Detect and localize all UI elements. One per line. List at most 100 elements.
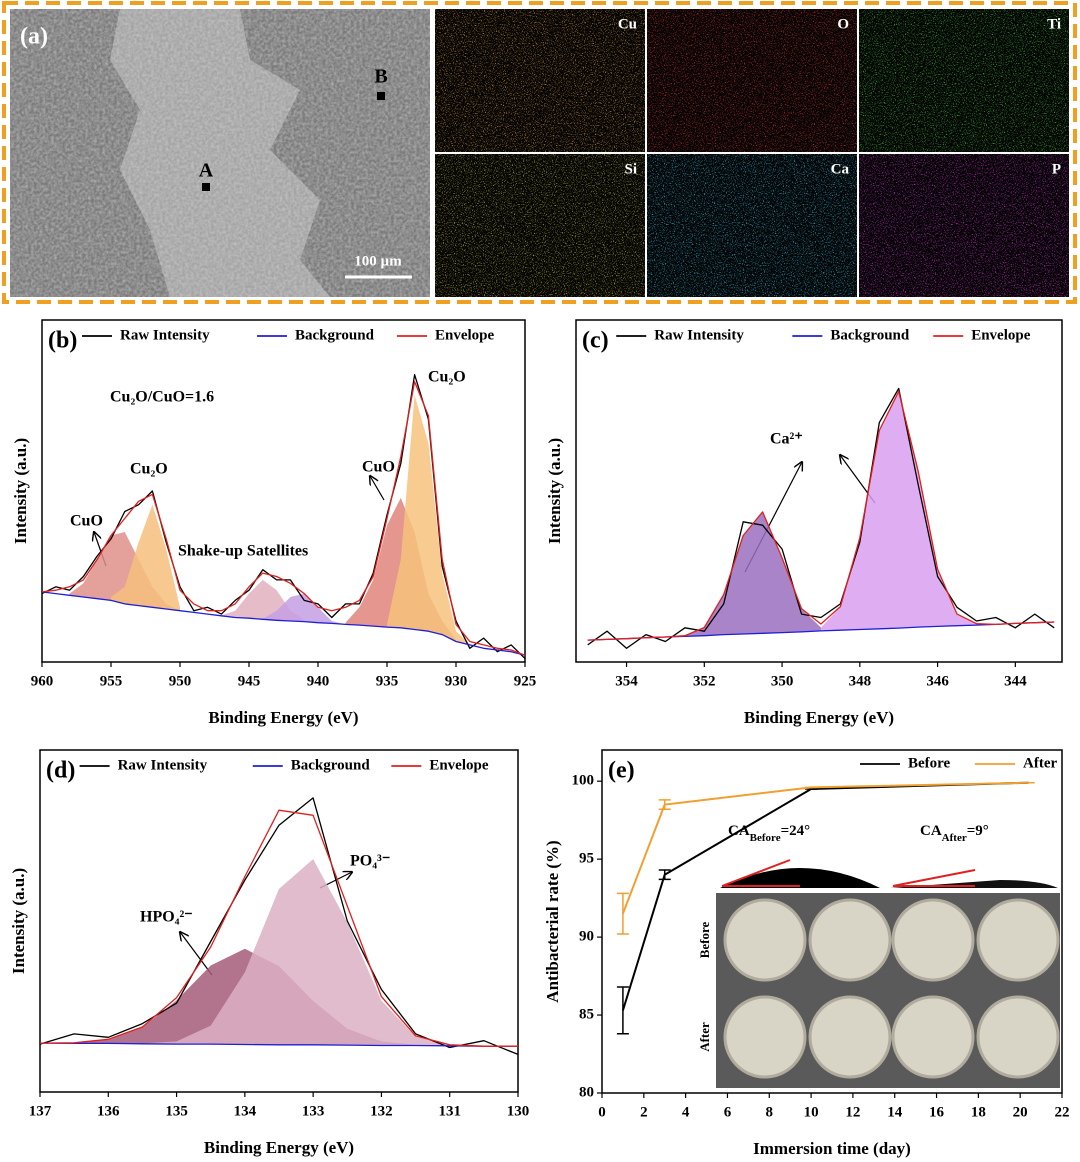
y-tick-label: 80 xyxy=(579,1084,594,1100)
petri-dish xyxy=(891,995,975,1079)
legend-label: Envelope xyxy=(435,327,495,343)
peak-area xyxy=(262,593,346,625)
map-signal xyxy=(435,154,645,297)
petri-dish xyxy=(808,898,892,982)
x-tick-label: 344 xyxy=(1004,673,1027,689)
peak-area xyxy=(684,511,821,637)
x-tick-label: 133 xyxy=(302,1103,325,1119)
x-tick-label: 130 xyxy=(507,1103,530,1119)
x-tick-label: 348 xyxy=(849,673,872,689)
annotation: CuO xyxy=(362,459,395,476)
series-line xyxy=(41,380,526,656)
x-tick-label: 14 xyxy=(887,1104,903,1120)
x-tick-label: 945 xyxy=(238,673,261,689)
map-signal xyxy=(647,9,857,152)
sem-texture xyxy=(10,9,430,297)
map-label: P xyxy=(1052,161,1061,177)
annotation: Shake-up Satellites xyxy=(178,543,308,560)
row-label: Before xyxy=(697,921,712,958)
petri-dish xyxy=(723,995,807,1079)
plot-frame xyxy=(39,749,519,1093)
ca-sub: After xyxy=(942,832,967,844)
x-tick-label: 134 xyxy=(234,1103,257,1119)
legend-label: After xyxy=(1023,755,1057,771)
series-line xyxy=(41,591,526,656)
x-tick-label: 131 xyxy=(438,1103,461,1119)
annotation: Ca²⁺ xyxy=(770,431,803,448)
droplet xyxy=(720,868,880,888)
annotation: Cu₂O xyxy=(428,369,466,386)
x-axis-label: Binding Energy (eV) xyxy=(208,708,358,727)
x-tick-label: 137 xyxy=(29,1103,52,1119)
series-line xyxy=(39,1042,518,1047)
x-tick-label: 2 xyxy=(640,1104,648,1120)
legend-label: Background xyxy=(295,327,375,343)
annotation: CuO xyxy=(70,513,103,530)
x-tick-label: 20 xyxy=(1013,1104,1028,1120)
point-marker xyxy=(202,183,210,191)
x-axis-label: Binding Energy (eV) xyxy=(744,708,894,727)
panel-label: (b) xyxy=(48,328,77,354)
legend-label: Raw Intensity xyxy=(120,327,210,343)
petri-dish xyxy=(723,898,807,982)
y-tick-label: 85 xyxy=(579,1006,594,1022)
contact-angle-label: CAAfter=9° xyxy=(920,823,989,843)
error-bar xyxy=(658,869,671,881)
map-label: Ca xyxy=(831,161,850,177)
x-tick-label: 940 xyxy=(307,673,330,689)
x-tick-label: 352 xyxy=(693,673,716,689)
error-bar xyxy=(658,799,671,810)
legend-label: Envelope xyxy=(429,757,489,773)
error-bar xyxy=(616,986,629,1035)
arrow xyxy=(370,476,385,501)
panel-border xyxy=(2,1,1077,304)
annotation: Cu₂O/CuO=1.6 xyxy=(110,389,214,406)
legend-label: Envelope xyxy=(971,327,1031,343)
x-tick-label: 930 xyxy=(445,673,468,689)
contact-angle-label: CABefore=24° xyxy=(728,823,810,843)
x-tick-label: 935 xyxy=(376,673,399,689)
y-tick-label: 100 xyxy=(572,773,595,789)
x-tick-label: 346 xyxy=(926,673,949,689)
error-bar xyxy=(616,892,629,935)
plot-frame xyxy=(575,319,1063,663)
y-axis-label: Antibacterial rate (%) xyxy=(543,840,562,1002)
map-signal xyxy=(859,9,1069,152)
petri-dish xyxy=(976,995,1060,1079)
peak-area xyxy=(111,504,180,611)
row-label: After xyxy=(697,1022,712,1052)
annotation: HPO₄²⁻ xyxy=(140,909,193,926)
legend-label: Before xyxy=(908,755,951,771)
ca-sub: Before xyxy=(750,832,781,844)
legend-label: Background xyxy=(291,757,371,773)
peak-area xyxy=(387,395,470,645)
map-label: Si xyxy=(624,161,637,177)
y-tick-label: 95 xyxy=(579,851,594,867)
point-label: B xyxy=(374,66,387,88)
petri-dish xyxy=(891,898,975,982)
x-tick-label: 132 xyxy=(370,1103,393,1119)
legend-label: Raw Intensity xyxy=(118,757,208,773)
point-marker xyxy=(377,92,385,100)
x-tick-label: 925 xyxy=(514,673,537,689)
x-tick-label: 950 xyxy=(169,673,192,689)
panel-label: (c) xyxy=(582,328,609,354)
map-label: O xyxy=(837,16,849,32)
x-tick-label: 16 xyxy=(929,1104,945,1120)
x-axis-label: Immersion time (day) xyxy=(753,1139,911,1158)
y-axis-label: Intensity (a.u.) xyxy=(11,438,30,544)
annotation: PO₄³⁻ xyxy=(350,853,390,870)
petri-dish xyxy=(808,995,892,1079)
panel-label: (d) xyxy=(46,758,75,784)
series-line xyxy=(587,390,1055,641)
x-axis-label: Binding Energy (eV) xyxy=(204,1138,354,1157)
scale-bar-label: 100 µm xyxy=(354,253,402,269)
map-signal xyxy=(435,9,645,152)
x-tick-label: 6 xyxy=(724,1104,732,1120)
series-line xyxy=(621,781,1029,915)
x-tick-label: 22 xyxy=(1055,1104,1070,1120)
series-line xyxy=(39,809,518,1047)
